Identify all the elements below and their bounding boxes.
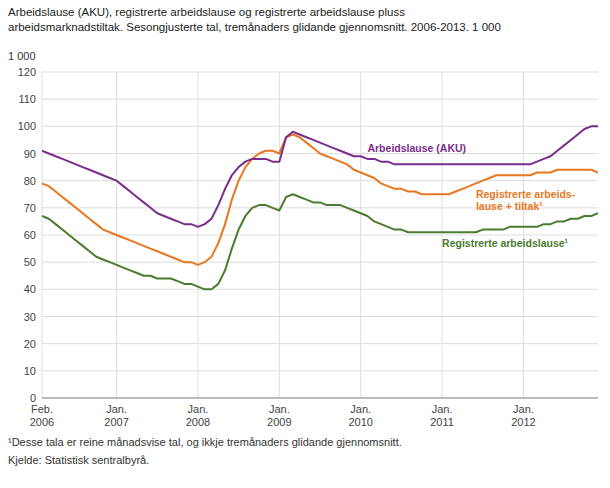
- line: [42, 194, 598, 289]
- grid-line: [442, 72, 443, 398]
- tick-label: 120: [18, 66, 36, 78]
- tick-label: Jan.2011: [430, 403, 454, 428]
- grid: [42, 72, 598, 398]
- tick-label: Jan.2007: [104, 403, 128, 428]
- grid-line: [42, 343, 598, 344]
- grid-line: [42, 235, 598, 236]
- grid-line: [42, 72, 598, 73]
- tick-label: 70: [24, 202, 36, 214]
- grid-line: [279, 72, 280, 398]
- tick-label: Jan.2010: [348, 403, 372, 428]
- grid-line: [42, 72, 43, 398]
- grid-line: [197, 72, 198, 398]
- tick-label: 30: [24, 311, 36, 323]
- grid-line: [42, 370, 598, 371]
- line-label: Registrerte arbeids-lause + tiltak¹: [476, 188, 576, 212]
- tick-label: Jan.2008: [186, 403, 210, 428]
- tick-label: 50: [24, 256, 36, 268]
- tick-label: 80: [24, 175, 36, 187]
- grid-line: [42, 262, 598, 263]
- axis-line: [42, 398, 598, 399]
- line-label: Arbeidslause (AKU): [367, 142, 466, 154]
- axis-label: 1 000: [8, 50, 36, 62]
- tick-label: Jan.2009: [267, 403, 291, 428]
- footnote: Kjelde: Statistisk sentralbyrå.: [8, 454, 149, 466]
- grid-line: [42, 398, 598, 399]
- tick-label: 90: [24, 148, 36, 160]
- grid-line: [42, 126, 598, 127]
- grid-line: [42, 99, 598, 100]
- chart: Arbeidslause (AKU), registrerte arbeidsl…: [0, 0, 610, 488]
- title: Arbeidslause (AKU), registrerte arbeidsl…: [8, 6, 501, 33]
- tick-label: 60: [24, 229, 36, 241]
- tick-label: 100: [18, 120, 36, 132]
- tick-label: 20: [24, 338, 36, 350]
- tick-label: 110: [18, 93, 36, 105]
- line-label: Registrerte arbeidslause¹: [442, 237, 569, 249]
- grid-line: [42, 180, 598, 181]
- footnote: ¹Desse tala er reine månadsvise tal, og …: [8, 436, 402, 448]
- lines: [42, 126, 598, 289]
- line: [42, 126, 598, 227]
- tick-label: 40: [24, 283, 36, 295]
- grid-line: [42, 316, 598, 317]
- tick-label: Feb.2006: [30, 403, 54, 428]
- line: [42, 134, 598, 264]
- grid-line: [360, 72, 361, 398]
- tick-label: 10: [24, 365, 36, 377]
- background: [0, 0, 610, 488]
- tick-label: Jan.2012: [511, 403, 535, 428]
- grid-line: [42, 289, 598, 290]
- grid-line: [523, 72, 524, 398]
